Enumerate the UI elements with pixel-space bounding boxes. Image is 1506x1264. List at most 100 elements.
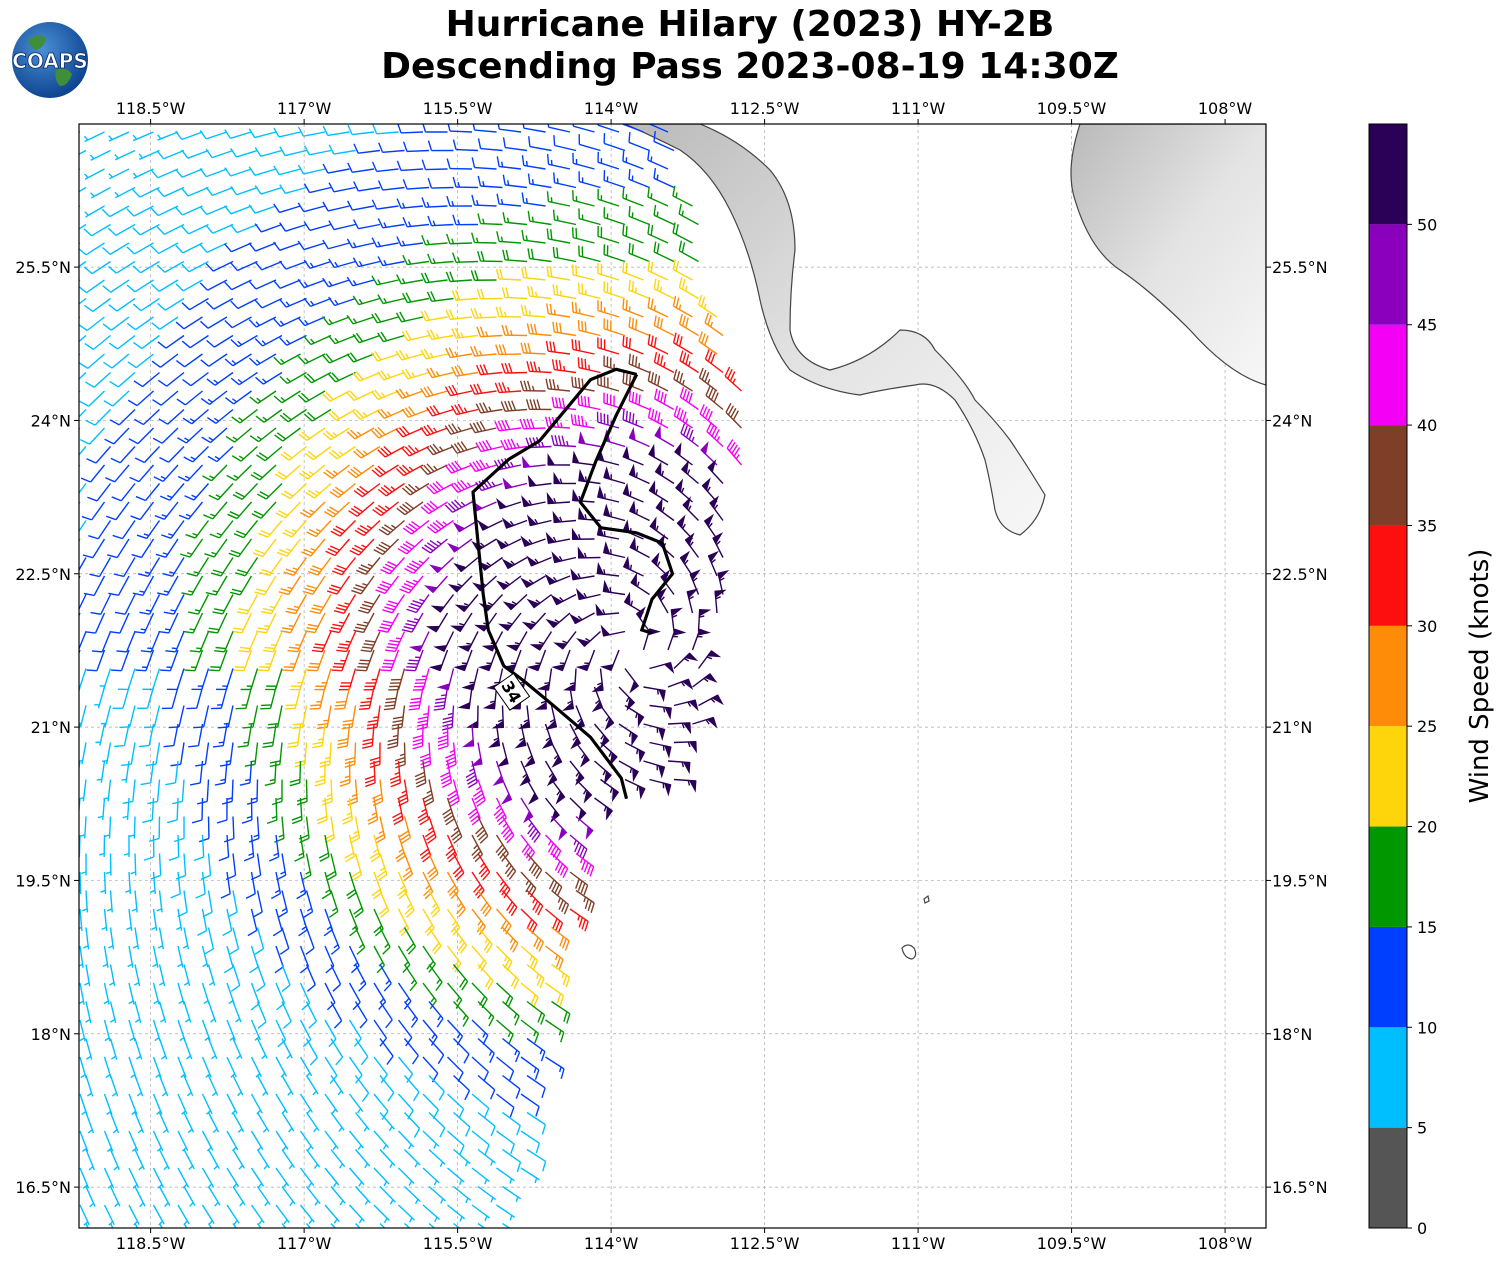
wind-barb (467, 797, 481, 826)
wind-barb (212, 594, 234, 615)
wind-barb (496, 1056, 515, 1081)
wind-barb (682, 496, 699, 521)
wind-barb (405, 649, 424, 672)
wind-barb (226, 464, 252, 481)
wind-barb (344, 742, 357, 768)
wind-barb (420, 348, 448, 360)
wind-barb (178, 501, 204, 520)
wind-barb (303, 221, 332, 232)
wind-barb (338, 668, 357, 691)
wind-barb (109, 1186, 121, 1208)
wind-barb (603, 133, 626, 152)
wind-barb (322, 316, 350, 326)
wind-barb (296, 779, 308, 806)
wind-barb (372, 501, 399, 517)
wind-barb (258, 649, 277, 672)
wind-barb (453, 1038, 470, 1064)
wind-barb (204, 927, 215, 955)
wind-barb (95, 723, 106, 746)
wind-barb (428, 1222, 436, 1228)
wind-barb (346, 390, 375, 402)
wind-barb (426, 519, 454, 534)
colorbar-segment-4 (1369, 726, 1407, 827)
lon-tick-top-label: 118.5°W (116, 99, 186, 118)
wind-barb (525, 399, 552, 411)
wind-barb (353, 482, 381, 498)
wind-barb (125, 871, 132, 895)
wind-barb (281, 482, 307, 500)
wind-barb (296, 871, 307, 900)
wind-barb (331, 649, 351, 672)
wind-barb (356, 557, 381, 576)
wind-barb (374, 816, 386, 844)
wind-barb (600, 624, 626, 637)
wind-barb (649, 516, 669, 540)
wind-barb (305, 482, 332, 499)
colorbar-segment-8 (1369, 324, 1407, 426)
wind-barb (177, 464, 204, 482)
wind-barb (457, 686, 473, 710)
wind-barb (306, 520, 332, 538)
wind-barb (426, 404, 454, 417)
wind-barb (423, 575, 449, 594)
wind-barb (79, 316, 81, 319)
wind-barb (273, 390, 301, 404)
wind-barb (446, 945, 462, 973)
wind-barb (109, 1149, 120, 1171)
wind-barb (152, 1019, 161, 1042)
wind-barb (401, 444, 430, 457)
wind-barb (79, 353, 105, 369)
lon-tick-bottom-label: 118.5°W (116, 1234, 186, 1253)
wind-barb (477, 213, 503, 226)
wind-barb (330, 964, 342, 992)
wind-barb (279, 371, 307, 385)
wind-barb (571, 227, 595, 244)
colorbar-segment-3 (1369, 826, 1407, 927)
wind-barb (281, 1001, 292, 1029)
wind-barb (108, 334, 136, 350)
wind-barb (403, 1001, 419, 1028)
wind-barb (281, 964, 291, 992)
wind-barb (422, 779, 435, 807)
wind-barb (103, 1093, 113, 1116)
wind-barb (218, 834, 230, 862)
wind-barb (422, 908, 435, 937)
wind-barb (379, 1112, 395, 1132)
lat-tick-left-label: 21°N (31, 718, 71, 737)
colorbar-tick-label: 15 (1417, 918, 1437, 937)
wind-barb (256, 445, 283, 462)
wind-barb (114, 723, 130, 748)
wind-barb (201, 945, 209, 968)
lat-tick-left-label: 16.5°N (15, 1178, 71, 1197)
wind-barb (572, 152, 595, 170)
wind-barb (322, 163, 350, 174)
wind-barb (328, 371, 356, 383)
colorbar-frame (1368, 123, 1408, 1229)
wind-barb (426, 329, 454, 341)
wind-barb (269, 742, 283, 768)
wind-barb (403, 890, 415, 918)
wind-barb (229, 927, 240, 955)
wind-barb (402, 853, 414, 881)
wind-barb (114, 594, 136, 615)
wind-barb (551, 926, 570, 951)
wind-barb (552, 246, 577, 263)
wind-barb (322, 390, 350, 402)
wind-barb (328, 334, 356, 345)
gridlines (79, 124, 1266, 1228)
wind-barb (176, 908, 183, 931)
wind-barb (289, 668, 308, 691)
wind-barb (622, 409, 644, 429)
wind-barb (152, 390, 179, 406)
wind-barb (181, 223, 209, 235)
wind-barb (280, 612, 302, 634)
wind-barb (256, 1038, 268, 1060)
wind-barb (328, 296, 356, 307)
wind-barb (108, 575, 130, 597)
wind-barb (596, 561, 620, 577)
wind-barb (156, 575, 179, 596)
wind-barb (358, 594, 381, 614)
wind-barb (428, 1111, 446, 1138)
wind-barb (649, 778, 672, 797)
wind-barb (183, 1112, 195, 1134)
